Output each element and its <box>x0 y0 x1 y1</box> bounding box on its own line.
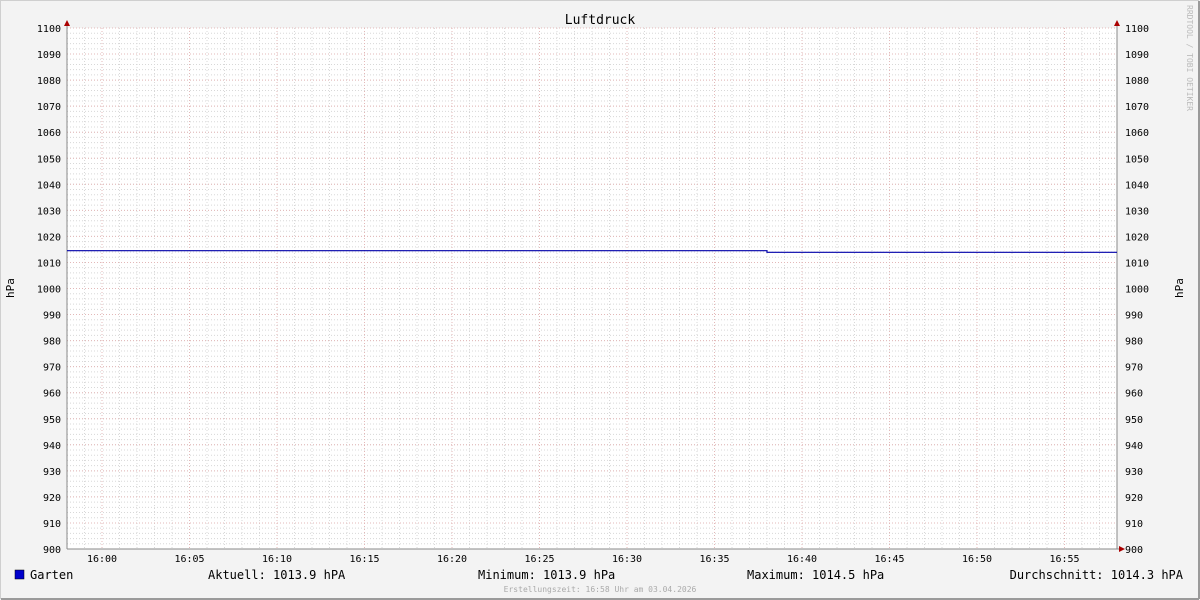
y-tick-label-right: 900 <box>1125 545 1143 556</box>
y-tick-label-left: 950 <box>43 415 61 426</box>
grid <box>66 27 1118 550</box>
x-tick-label: 16:25 <box>524 554 554 565</box>
y-tick-label-left: 970 <box>43 363 61 374</box>
y-tick-label-right: 1090 <box>1125 50 1149 61</box>
x-tick-label: 16:55 <box>1049 554 1079 565</box>
y-tick-label-left: 1090 <box>37 50 61 61</box>
legend-average: Durchschnitt: 1014.3 hPA <box>1010 568 1184 582</box>
y-tick-label-left: 1020 <box>37 232 61 243</box>
x-tick-label: 16:45 <box>874 554 904 565</box>
footer-timestamp: Erstellungszeit: 16:58 Uhr am 03.04.2026 <box>504 585 697 594</box>
y-tick-label-right: 970 <box>1125 363 1143 374</box>
x-tick-label: 16:15 <box>349 554 379 565</box>
x-tick-label: 16:40 <box>787 554 817 565</box>
y-tick-label-right: 920 <box>1125 493 1143 504</box>
y-tick-label-right: 1020 <box>1125 232 1149 243</box>
y-tick-label-left: 960 <box>43 389 61 400</box>
x-tick-label: 16:00 <box>87 554 117 565</box>
x-tick-label: 16:50 <box>962 554 992 565</box>
y-tick-label-right: 1060 <box>1125 128 1149 139</box>
y-tick-label-right: 1070 <box>1125 102 1149 113</box>
y-tick-label-left: 1100 <box>37 24 61 35</box>
y-tick-label-left: 930 <box>43 467 61 478</box>
y-tick-label-right: 910 <box>1125 519 1143 530</box>
y-tick-label-left: 1060 <box>37 128 61 139</box>
y-tick-label-left: 980 <box>43 337 61 348</box>
y-tick-label-right: 940 <box>1125 441 1143 452</box>
legend-swatch <box>14 569 25 580</box>
y-tick-label-right: 1040 <box>1125 180 1149 191</box>
series-layer <box>67 250 1117 253</box>
legend-minimum: Minimum: 1013.9 hPa <box>478 568 615 582</box>
y-tick-label-right: 1010 <box>1125 258 1149 269</box>
y-tick-label-left: 1040 <box>37 180 61 191</box>
y-tick-label-right: 1000 <box>1125 285 1149 296</box>
y-tick-label-right: 980 <box>1125 337 1143 348</box>
y-tick-label-right: 1080 <box>1125 76 1149 87</box>
y-tick-label-right: 990 <box>1125 311 1143 322</box>
y-tick-label-left: 1080 <box>37 76 61 87</box>
y-tick-label-right: 1100 <box>1125 24 1149 35</box>
y-axis-arrow-left <box>64 20 70 26</box>
chart-title: Luftdruck <box>565 13 636 28</box>
y-tick-label-right: 960 <box>1125 389 1143 400</box>
y-tick-label-left: 990 <box>43 311 61 322</box>
y-tick-label-left: 1010 <box>37 258 61 269</box>
legend-series-label: Garten <box>30 568 73 582</box>
y-tick-label-right: 930 <box>1125 467 1143 478</box>
x-tick-label: 16:05 <box>174 554 204 565</box>
x-tick-label: 16:10 <box>262 554 292 565</box>
y-tick-label-left: 1050 <box>37 154 61 165</box>
y-tick-label-right: 950 <box>1125 415 1143 426</box>
x-tick-label: 16:20 <box>437 554 467 565</box>
y-tick-label-left: 940 <box>43 441 61 452</box>
legend-current: Aktuell: 1013.9 hPA <box>208 568 346 582</box>
x-tick-label: 16:35 <box>699 554 729 565</box>
x-axis-arrow <box>1119 546 1125 552</box>
y-tick-label-right: 1030 <box>1125 206 1149 217</box>
y-tick-label-left: 910 <box>43 519 61 530</box>
series-line-garten <box>67 250 1117 253</box>
y-tick-label-right: 1050 <box>1125 154 1149 165</box>
y-tick-label-left: 1070 <box>37 102 61 113</box>
y-axis-label-left: hPa <box>4 278 17 298</box>
y-axis-arrow-right <box>1114 20 1120 26</box>
y-axis-label-right: hPa <box>1173 278 1186 298</box>
y-tick-label-left: 1000 <box>37 285 61 296</box>
y-tick-label-left: 920 <box>43 493 61 504</box>
y-tick-label-left: 1030 <box>37 206 61 217</box>
x-tick-label: 16:30 <box>612 554 642 565</box>
axes: 900 900 910 910 920 920 930 930 940 940 950 950 960 9… <box>37 20 1149 565</box>
y-tick-label-left: 900 <box>43 545 61 556</box>
legend-maximum: Maximum: 1014.5 hPa <box>747 568 884 582</box>
watermark: RRDTOOL / TOBI OETIKER <box>1185 5 1194 111</box>
